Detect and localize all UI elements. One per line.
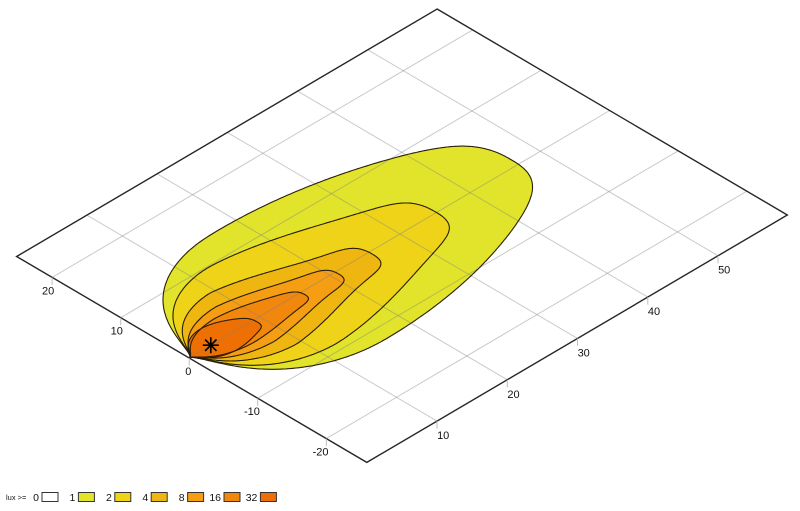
svg-text:30: 30 [578, 347, 590, 359]
svg-text:-10: -10 [244, 406, 260, 418]
svg-text:-20: -20 [313, 447, 329, 459]
svg-text:8: 8 [179, 492, 185, 504]
svg-text:20: 20 [42, 285, 54, 297]
svg-text:0: 0 [33, 492, 39, 504]
svg-text:20: 20 [507, 389, 519, 401]
svg-text:lux >=: lux >= [6, 493, 27, 502]
svg-text:50: 50 [718, 265, 730, 277]
svg-text:1: 1 [70, 492, 76, 504]
svg-text:10: 10 [437, 430, 449, 442]
svg-text:16: 16 [209, 492, 221, 504]
svg-text:10: 10 [111, 326, 123, 338]
svg-text:40: 40 [648, 306, 660, 318]
svg-text:4: 4 [142, 492, 148, 504]
svg-text:0: 0 [185, 366, 191, 378]
svg-text:2: 2 [106, 492, 112, 504]
svg-text:32: 32 [246, 492, 258, 504]
